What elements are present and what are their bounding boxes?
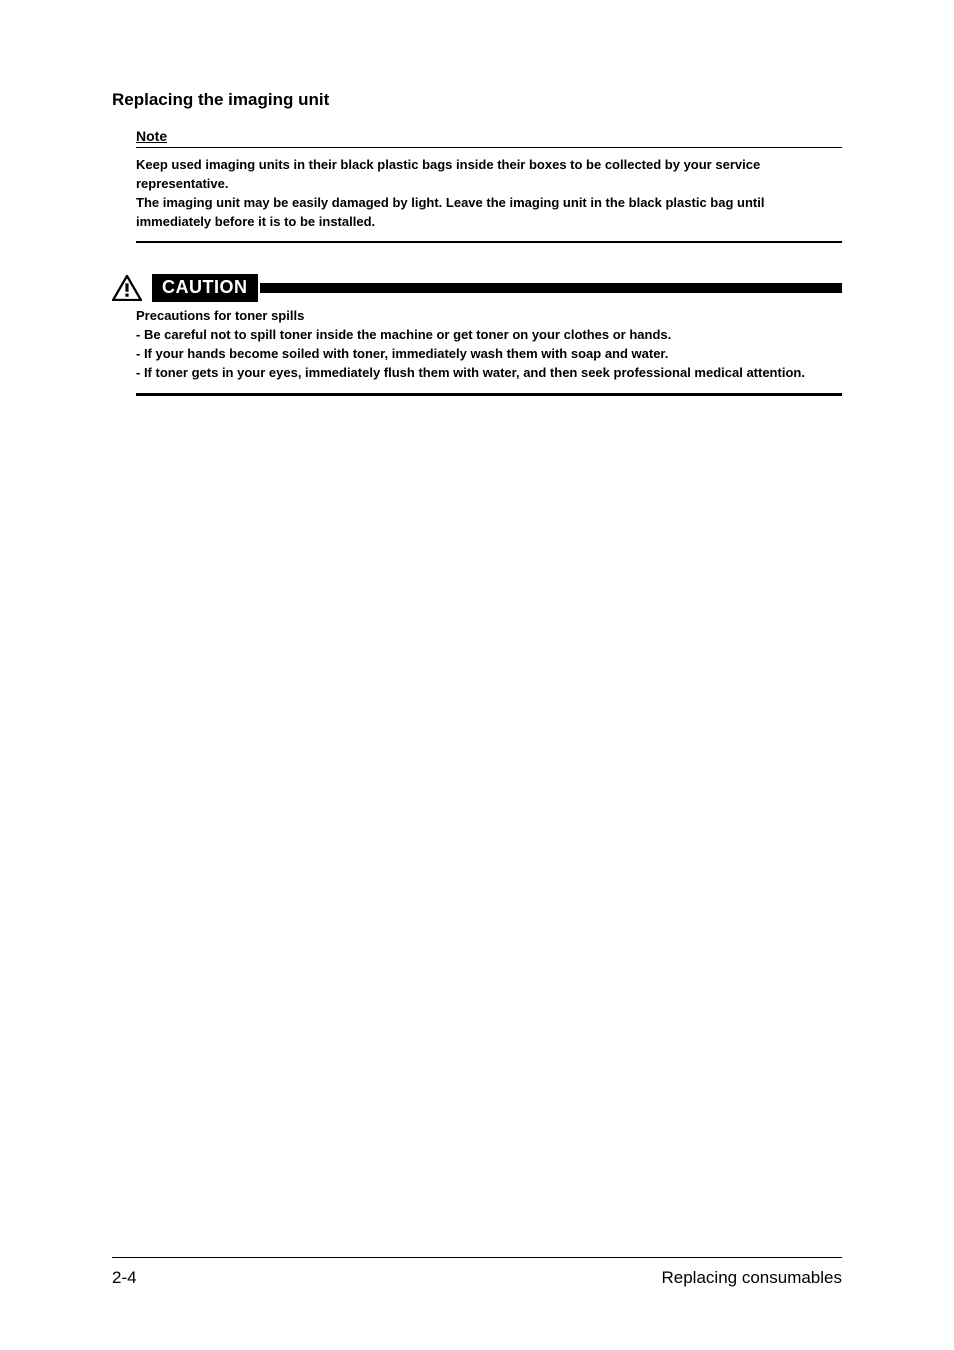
footer-row: 2-4 Replacing consumables <box>112 1268 842 1288</box>
caution-rule-bottom <box>136 393 842 396</box>
document-page: Replacing the imaging unit Note Keep use… <box>0 0 954 1350</box>
note-heading: Note <box>136 128 842 144</box>
caution-label: CAUTION <box>150 272 260 304</box>
footer-page-number: 2-4 <box>112 1268 137 1288</box>
caution-block: CAUTION Precautions for toner spills - B… <box>112 275 842 395</box>
note-rule-bottom <box>136 241 842 243</box>
note-rule-top <box>136 147 842 148</box>
warning-triangle-icon <box>112 275 142 301</box>
caution-subheading: Precautions for toner spills <box>136 307 842 326</box>
section-title: Replacing the imaging unit <box>112 90 842 110</box>
caution-line-3: - If toner gets in your eyes, immediatel… <box>136 364 842 383</box>
caution-body: Precautions for toner spills - Be carefu… <box>136 307 842 382</box>
note-para-2: The imaging unit may be easily damaged b… <box>136 194 842 232</box>
caution-header: CAUTION <box>112 275 842 301</box>
caution-line-2: - If your hands become soiled with toner… <box>136 345 842 364</box>
footer-rule <box>112 1257 842 1258</box>
note-para-1: Keep used imaging units in their black p… <box>136 156 842 194</box>
caution-line-1: - Be careful not to spill toner inside t… <box>136 326 842 345</box>
caution-bar: CAUTION <box>152 275 842 301</box>
footer-chapter-title: Replacing consumables <box>662 1268 843 1288</box>
note-body: Keep used imaging units in their black p… <box>136 156 842 231</box>
note-block: Note Keep used imaging units in their bl… <box>136 128 842 243</box>
page-footer: 2-4 Replacing consumables <box>112 1257 842 1288</box>
